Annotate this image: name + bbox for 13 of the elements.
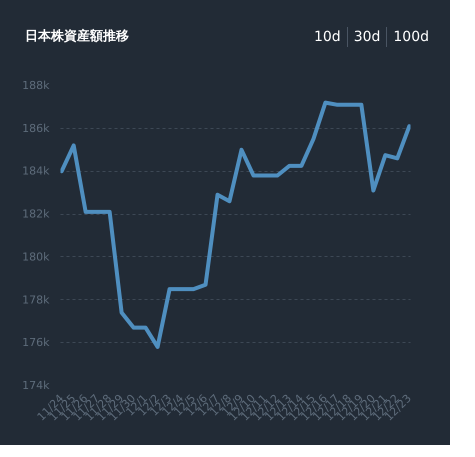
line-series <box>60 100 410 349</box>
text: 30d <box>346 27 386 47</box>
text: 100d <box>386 27 435 47</box>
y-tick-label: 174k <box>22 379 50 392</box>
text: 10d <box>312 28 342 47</box>
y-tick-label: 182k <box>22 208 50 221</box>
y-tick-label: 176k <box>22 336 50 350</box>
y-tick-label: 180k <box>22 250 50 264</box>
chart-title: 日本株資産額推移 <box>25 28 129 46</box>
y-tick-label: 178k <box>22 293 50 306</box>
y-tick-label: 186k <box>22 122 50 135</box>
y-tick-label: 184k <box>22 164 50 178</box>
y-tick-label: 188k <box>22 79 50 92</box>
